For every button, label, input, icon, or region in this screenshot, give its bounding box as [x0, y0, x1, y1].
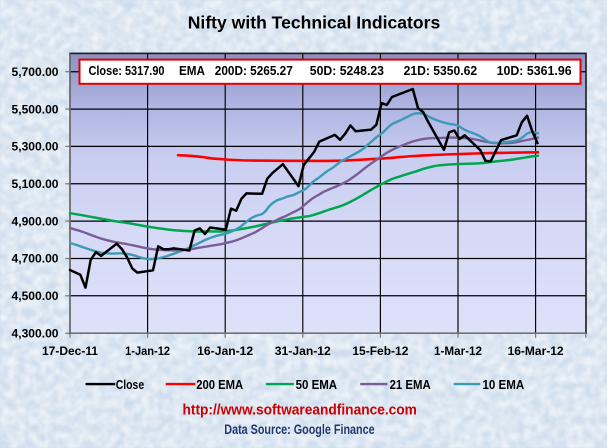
svg-text:200D: 5265.27: 200D: 5265.27: [215, 64, 293, 78]
svg-text:5,100.00: 5,100.00: [12, 179, 59, 191]
svg-text:17-Dec-11: 17-Dec-11: [42, 344, 98, 358]
svg-text:10 EMA: 10 EMA: [483, 378, 525, 392]
svg-text:31-Jan-12: 31-Jan-12: [275, 344, 331, 358]
svg-text:EMA: EMA: [179, 64, 205, 78]
svg-text:200 EMA: 200 EMA: [196, 378, 243, 392]
svg-text:16-Mar-12: 16-Mar-12: [508, 344, 564, 358]
svg-text:4,500.00: 4,500.00: [12, 291, 59, 303]
svg-text:5,500.00: 5,500.00: [12, 104, 59, 116]
svg-text:5,700.00: 5,700.00: [12, 67, 59, 79]
svg-text:16-Jan-12: 16-Jan-12: [197, 344, 253, 358]
svg-text:4,300.00: 4,300.00: [12, 328, 59, 340]
svg-text:1-Mar-12: 1-Mar-12: [434, 344, 482, 358]
svg-text:4,700.00: 4,700.00: [12, 254, 59, 266]
svg-text:5,300.00: 5,300.00: [12, 142, 59, 154]
svg-text:21 EMA: 21 EMA: [390, 378, 431, 392]
svg-text:Nifty with Technical Indicator: Nifty with Technical Indicators: [188, 12, 441, 32]
svg-text:10D: 5361.96: 10D: 5361.96: [497, 64, 572, 78]
svg-text:http://www.softwareandfinance.: http://www.softwareandfinance.com: [183, 403, 417, 419]
svg-text:Close: 5317.90: Close: 5317.90: [89, 64, 165, 78]
svg-text:4,900.00: 4,900.00: [12, 216, 59, 228]
svg-text:Close: Close: [116, 378, 145, 392]
svg-text:Data Source: Google Finance: Data Source: Google Finance: [224, 422, 375, 437]
svg-text:21D: 5350.62: 21D: 5350.62: [404, 64, 478, 78]
svg-text:50D: 5248.23: 50D: 5248.23: [310, 64, 384, 78]
svg-text:1-Jan-12: 1-Jan-12: [125, 344, 170, 358]
svg-text:50 EMA: 50 EMA: [296, 378, 338, 392]
svg-text:15-Feb-12: 15-Feb-12: [352, 344, 408, 358]
